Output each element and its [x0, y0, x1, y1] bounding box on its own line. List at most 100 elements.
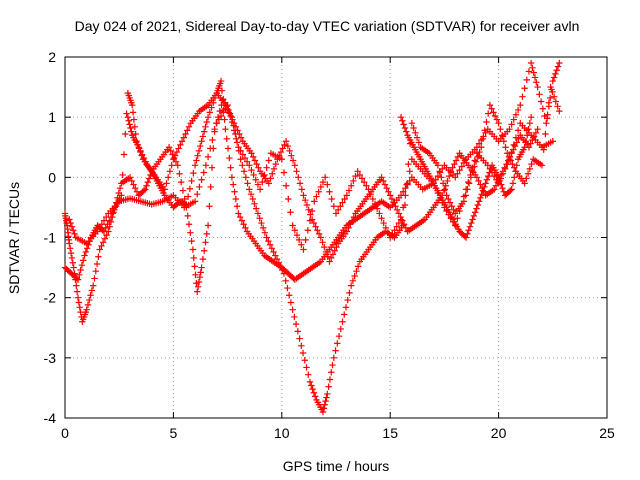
data-point — [399, 117, 406, 124]
data-point — [400, 204, 407, 211]
data-point — [96, 246, 103, 253]
data-point — [525, 68, 533, 75]
data-point — [532, 129, 540, 137]
data-point — [376, 210, 383, 217]
y-tick-labels: -4 -3 -2 -1 0 1 2 — [44, 49, 57, 426]
data-point — [102, 224, 109, 232]
data-point — [524, 170, 532, 177]
data-point — [436, 168, 443, 175]
data-point — [217, 112, 225, 120]
data-point — [440, 187, 448, 194]
data-point — [450, 206, 457, 214]
data-point — [232, 195, 240, 203]
data-point — [103, 231, 110, 239]
data-point — [178, 178, 185, 186]
data-point — [306, 378, 314, 386]
data-point — [514, 106, 522, 114]
data-point — [527, 140, 534, 147]
data-point — [444, 177, 451, 185]
data-point — [238, 217, 246, 224]
data-point — [248, 166, 255, 174]
data-point — [529, 136, 536, 144]
data-point — [171, 152, 179, 159]
data-point — [325, 383, 332, 390]
data-point — [312, 223, 319, 230]
data-point — [188, 177, 195, 185]
y-tick-label: -3 — [44, 350, 57, 366]
data-point — [406, 168, 413, 175]
data-point — [483, 176, 491, 183]
data-point — [203, 118, 210, 126]
data-point — [229, 116, 236, 123]
data-point — [203, 230, 210, 238]
data-point — [279, 145, 286, 152]
data-point — [261, 229, 269, 236]
data-point — [506, 126, 513, 133]
data-point — [452, 174, 459, 181]
data-point — [405, 160, 412, 168]
data-point — [216, 107, 223, 115]
data-point — [188, 237, 195, 245]
data-point — [393, 223, 400, 230]
data-point — [128, 128, 135, 135]
data-point — [300, 246, 307, 253]
data-point — [225, 109, 233, 116]
data-point — [144, 178, 152, 186]
data-point — [549, 77, 556, 85]
data-point — [184, 193, 192, 200]
data-point — [408, 119, 416, 127]
data-point — [552, 98, 560, 105]
data-point — [491, 172, 498, 180]
data-point — [332, 347, 339, 354]
data-point — [289, 157, 297, 164]
data-point — [445, 195, 452, 203]
data-point — [495, 174, 502, 181]
data-point — [315, 188, 322, 195]
data-point — [132, 184, 139, 192]
data-point — [233, 135, 240, 143]
data-point — [280, 169, 288, 176]
series-3 — [66, 101, 556, 253]
data-point — [310, 389, 318, 396]
data-point — [174, 162, 181, 169]
data-point — [326, 376, 334, 383]
data-point — [125, 117, 132, 124]
data-point — [468, 219, 475, 227]
data-point — [549, 138, 556, 145]
data-point — [204, 222, 212, 229]
data-point — [383, 184, 390, 192]
data-point — [465, 227, 472, 234]
data-point — [82, 248, 90, 256]
data-point — [200, 128, 208, 135]
data-point — [446, 199, 454, 206]
data-point — [114, 199, 122, 206]
data-point — [277, 263, 284, 270]
data-point — [462, 186, 470, 193]
data-point — [140, 187, 148, 194]
data-point — [145, 175, 153, 182]
data-point — [68, 254, 76, 262]
data-point — [269, 170, 276, 177]
data-point — [217, 77, 225, 85]
data-point — [360, 178, 368, 186]
data-point — [83, 306, 90, 313]
data-point — [126, 174, 134, 181]
data-point — [222, 101, 229, 109]
data-point — [320, 405, 328, 412]
data-point — [350, 213, 357, 221]
data-point — [254, 181, 262, 188]
data-point — [344, 296, 351, 304]
data-point — [524, 132, 531, 139]
data-point — [255, 164, 262, 171]
data-point — [537, 98, 545, 105]
data-point — [253, 160, 260, 168]
data-point — [527, 113, 535, 121]
data-point — [227, 112, 234, 120]
x-tick-label: 20 — [491, 425, 507, 441]
data-point — [388, 195, 396, 203]
data-point — [130, 116, 138, 123]
data-point — [66, 240, 73, 247]
data-point — [508, 121, 515, 128]
data-point — [239, 162, 246, 169]
data-point — [200, 169, 207, 176]
